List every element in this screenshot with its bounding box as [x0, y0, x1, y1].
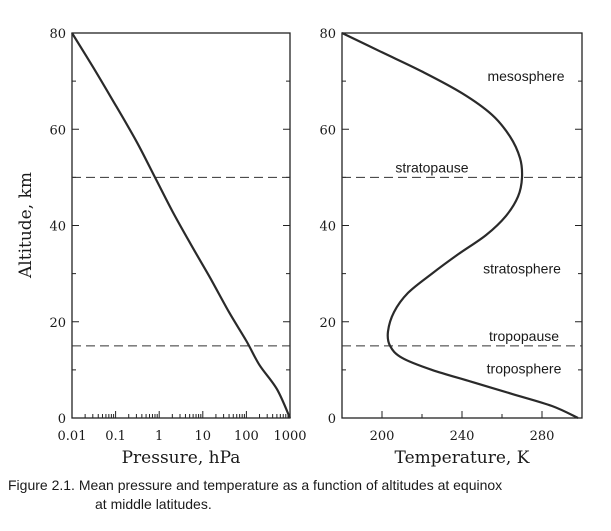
layer-label: mesosphere — [487, 68, 564, 84]
layer-label: stratosphere — [483, 261, 561, 277]
temperature-y-ticks: 0 20 40 60 80 — [319, 27, 582, 427]
y-tick-label: 60 — [319, 123, 336, 138]
temperature-x-ticks: 200 240 280 — [341, 411, 583, 444]
caption-line-1: Figure 2.1. Mean pressure and temperatur… — [8, 477, 503, 493]
figure-caption: Figure 2.1. Mean pressure and temperatur… — [8, 476, 608, 514]
x-tick-label: 10 — [195, 429, 212, 444]
y-tick-label: 0 — [328, 412, 336, 427]
x-tick-label: 1 — [155, 429, 163, 444]
temperature-panel: 0 20 40 60 80 200 240 280 mesosphere stratopaus… — [319, 27, 583, 468]
x-tick-label: 280 — [530, 429, 555, 444]
x-tick-label: 0.1 — [105, 429, 126, 444]
x-tick-label: 0.01 — [58, 429, 87, 444]
y-tick-label: 0 — [58, 412, 66, 427]
y-tick-label: 40 — [319, 220, 336, 235]
caption-line-2: at middle latitudes. — [95, 496, 212, 512]
pressure-y-ticks: 0 20 40 60 80 — [49, 27, 290, 427]
altitude-y-axis-title: Altitude, km — [16, 172, 36, 279]
x-tick-label: 1000 — [273, 429, 306, 444]
pressure-x-ticks: 0.01 0.1 1 10 100 1000 — [58, 411, 307, 444]
temperature-x-axis-title: Temperature, K — [395, 448, 530, 468]
layer-label: stratopause — [395, 160, 468, 176]
temperature-curve — [341, 32, 579, 419]
y-tick-label: 80 — [49, 27, 66, 42]
y-tick-label: 60 — [49, 123, 66, 138]
x-tick-label: 200 — [370, 429, 395, 444]
y-tick-label: 20 — [49, 316, 66, 331]
pressure-hlines — [72, 176, 290, 347]
x-tick-label: 240 — [450, 429, 475, 444]
temperature-hlines — [342, 176, 582, 347]
layer-label: tropopause — [489, 328, 559, 344]
pressure-curve — [71, 32, 292, 419]
temperature-annotations: mesosphere stratopause stratosphere tropopa… — [395, 68, 564, 377]
y-tick-label: 40 — [49, 220, 66, 235]
pressure-panel: 0 20 40 60 80 0.01 0.1 1 10 100 1000 Pressure, hP… — [16, 27, 307, 468]
x-tick-label: 100 — [234, 429, 259, 444]
layer-label: troposphere — [487, 361, 562, 377]
y-tick-label: 20 — [319, 316, 336, 331]
y-tick-label: 80 — [319, 27, 336, 42]
pressure-x-axis-title: Pressure, hPa — [122, 448, 241, 468]
